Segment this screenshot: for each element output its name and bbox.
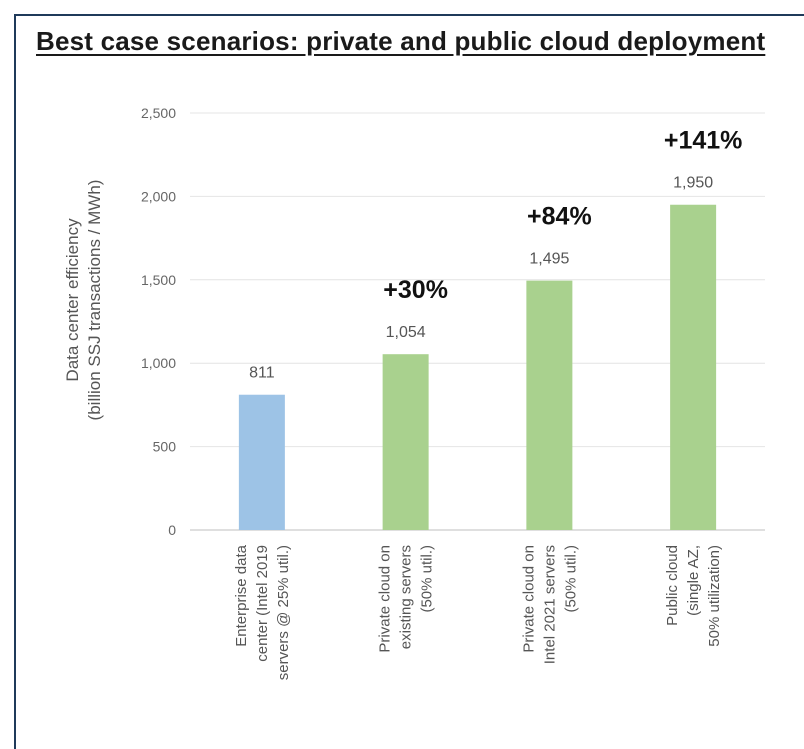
category-label: existing servers <box>398 545 415 649</box>
y-tick-label: 1,500 <box>141 272 176 288</box>
category-label: Intel 2021 servers <box>541 545 558 664</box>
bar <box>670 204 717 531</box>
data-label: 1,054 <box>386 324 426 341</box>
y-tick-label: 2,500 <box>141 105 176 121</box>
percent-increase-label: +84% <box>527 203 592 231</box>
category-label: (single AZ, <box>685 545 702 616</box>
category-label: Enterprise data <box>233 544 250 646</box>
percent-increase-label: +141% <box>664 127 743 155</box>
category-label: Public cloud <box>664 545 681 626</box>
y-tick-label: 1,000 <box>141 355 176 371</box>
data-label: 811 <box>249 365 275 382</box>
y-tick-label: 2,000 <box>141 188 176 204</box>
data-label: 1,950 <box>673 175 713 192</box>
bar <box>382 354 429 530</box>
y-tick-label: 500 <box>153 439 177 455</box>
category-label: Private cloud on <box>377 545 394 653</box>
bar <box>526 280 573 530</box>
category-label: servers @ 25% util.) <box>275 545 292 680</box>
chart-title: Best case scenarios: private and public … <box>36 26 766 56</box>
category-label: Private cloud on <box>520 545 537 653</box>
data-label: 1,495 <box>529 251 569 268</box>
category-label: (50% util.) <box>562 545 579 613</box>
category-label: 50% utilization) <box>706 545 723 647</box>
y-axis-subtitle: (billion SSJ transactions / MWh) <box>85 180 104 421</box>
bar <box>238 394 285 530</box>
category-label: center (Intel 2019 <box>254 545 271 662</box>
category-label: (50% util.) <box>419 545 436 613</box>
percent-increase-label: +30% <box>383 276 448 304</box>
y-axis-title: Data center efficiency <box>63 218 82 382</box>
y-tick-label: 0 <box>168 522 176 538</box>
